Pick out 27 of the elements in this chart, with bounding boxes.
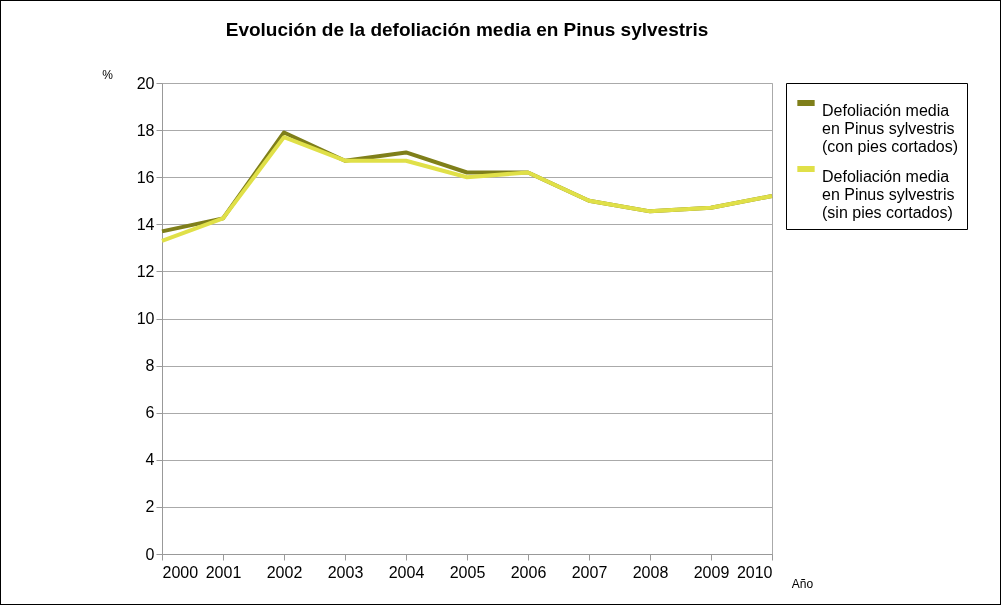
x-tick-label: 2007 (571, 563, 608, 581)
y-tick-label: 8 (145, 357, 155, 375)
y-tick-label: 6 (145, 404, 155, 422)
y-tick-label: 4 (145, 451, 155, 469)
x-tick-label: 2001 (205, 563, 242, 581)
y-tick-label: 18 (136, 121, 155, 139)
x-tick-label: 2009 (693, 563, 730, 581)
legend-label: Defoliación media en Pinus sylvestris (con pies cortados) (822, 102, 959, 155)
y-tick-label: 14 (136, 215, 155, 233)
x-tick-label: 2003 (327, 563, 364, 581)
x-axis-title: Año (791, 576, 814, 591)
x-tick-label: 2002 (266, 563, 303, 581)
y-tick-label: 0 (145, 545, 155, 563)
y-tick-label: 10 (136, 310, 155, 327)
chart-title: Evolución de la defoliación media en Pinus sylvestris (225, 19, 709, 40)
y-axis-title: % (102, 67, 114, 82)
y-tick-label: 2 (145, 498, 155, 516)
y-tick-label: 20 (136, 74, 155, 92)
y-tick-label: 16 (136, 168, 155, 186)
x-tick-label: 2008 (632, 563, 669, 581)
x-tick-label: 2006 (510, 563, 547, 581)
y-tick-label: 12 (136, 262, 155, 280)
x-tick-label: 2005 (449, 563, 486, 581)
x-tick-label: 2000 (162, 563, 199, 581)
x-tick-label: 2004 (388, 563, 425, 581)
legend-label: Defoliación media en Pinus sylvestris (sin pies cortados) (822, 168, 955, 221)
x-tick-label: 2010 (736, 563, 773, 581)
